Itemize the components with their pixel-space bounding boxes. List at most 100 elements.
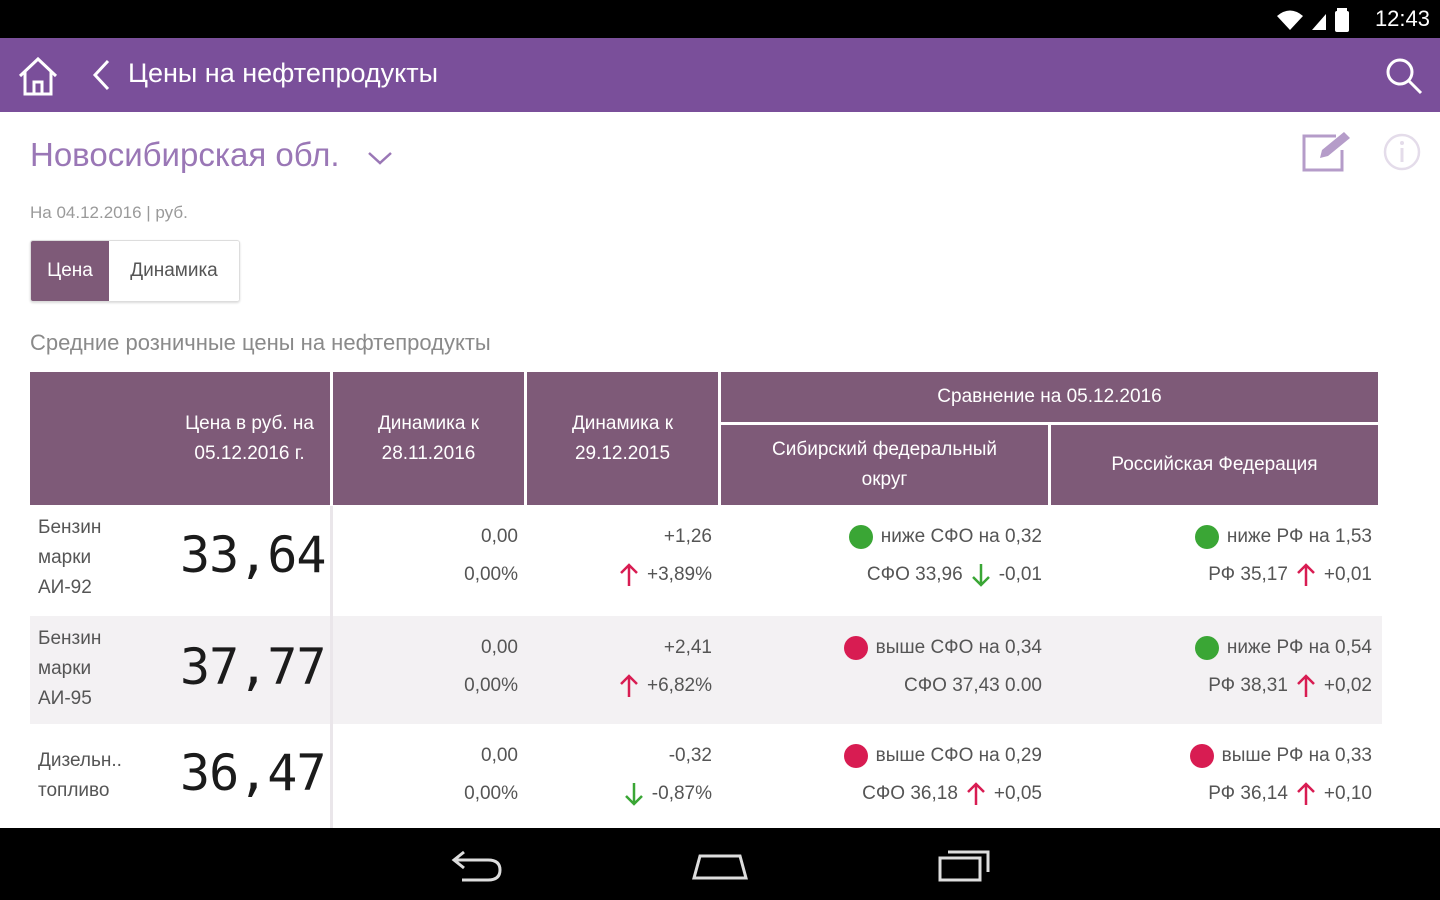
dyn-year-abs: +2,41: [663, 637, 712, 658]
status-dot-red: [843, 636, 868, 660]
arrow-up-icon: [1297, 563, 1315, 586]
sfo-change: -0,01: [998, 564, 1042, 585]
wifi-icon: [1277, 10, 1303, 30]
sfo-value-cell: СФО 36,18 +0,05: [730, 781, 1042, 807]
arrow-down-icon: [624, 783, 643, 806]
sfo-compare: ниже СФО на 0,32: [730, 525, 1042, 549]
status-dot-green: [1194, 525, 1219, 549]
dyn-week-abs: 0,00: [481, 745, 518, 766]
edit-icon[interactable]: [1300, 130, 1354, 174]
rf-compare: выше РФ на 0,33: [1060, 744, 1372, 768]
dyn-week-abs: 0,00: [481, 637, 518, 658]
table-row: [30, 616, 1382, 724]
arrow-up-icon: [620, 674, 638, 697]
region-selector[interactable]: Новосибирская обл.: [30, 136, 340, 173]
sfo-compare: выше СФО на 0,29: [730, 744, 1042, 768]
status-dot-green: [848, 525, 873, 549]
view-toggle: Цена Динамика: [30, 240, 240, 302]
dyn-week-pct: 0,00%: [464, 783, 518, 804]
sfo-compare-text: выше СФО на 0,34: [875, 637, 1042, 658]
sfo-compare-text: выше СФО на 0,29: [875, 745, 1042, 766]
info-icon[interactable]: [1382, 132, 1422, 172]
header-dyn-year: Динамика к 29.12.2015: [527, 372, 718, 505]
dyn-year-pct: +6,82%: [647, 675, 712, 696]
rf-change: +0,01: [1323, 564, 1372, 585]
header-compare: Сравнение на 05.12.2016: [721, 372, 1378, 422]
rf-value: РФ 36,14: [1208, 783, 1288, 804]
price-value: 37,77: [180, 638, 327, 696]
sfo-change: +0,05: [993, 783, 1042, 804]
header-price-line1: Цена в руб. на: [185, 412, 314, 434]
fuel-name: Дизельн.. топливо: [38, 750, 122, 801]
arrow-up-icon: [1297, 782, 1315, 805]
app-title: Цены на нефтепродукты: [128, 58, 439, 88]
header-sfo-line2: округ: [861, 469, 908, 490]
dyn-week-pct: 0,00%: [464, 675, 518, 696]
home-icon[interactable]: [16, 54, 60, 98]
rf-compare-text: ниже РФ на 0,54: [1226, 637, 1372, 658]
rf-value-cell: РФ 35,17 +0,01: [1060, 562, 1372, 588]
status-bar: 12:43: [0, 0, 1440, 38]
header-dyn-week-line2: 28.11.2016: [381, 442, 476, 464]
status-dot-red: [1189, 744, 1214, 768]
battery-icon: [1335, 8, 1349, 32]
rf-change: +0,10: [1323, 783, 1372, 804]
chevron-down-icon[interactable]: [366, 148, 394, 168]
header-rf: Российская Федерация: [1051, 425, 1378, 505]
home-nav-icon[interactable]: [690, 842, 750, 886]
header-price: Цена в руб. на 05.12.2016 г.: [30, 372, 330, 505]
dyn-year-abs: -0,32: [668, 745, 712, 766]
dyn-week-abs: 0,00: [481, 526, 518, 547]
rf-compare-text: выше РФ на 0,33: [1221, 745, 1372, 766]
sfo-value: СФО 33,96: [866, 564, 963, 585]
dyn-year-pct: +3,89%: [647, 564, 712, 585]
rf-change: +0,02: [1323, 675, 1372, 696]
system-nav-bar: [0, 828, 1440, 900]
recents-nav-icon[interactable]: [934, 842, 994, 886]
tab-price[interactable]: Цена: [31, 241, 109, 301]
header-price-line2: 05.12.2016 г.: [194, 442, 305, 464]
dyn-year-pct-cell: +3,89%: [530, 562, 712, 588]
column-divider: [330, 506, 333, 828]
header-dyn-year-line2: 29.12.2015: [574, 442, 671, 464]
status-dot-green: [1194, 636, 1219, 660]
rf-value: РФ 38,31: [1208, 675, 1288, 696]
rf-value-cell: РФ 38,31 +0,02: [1060, 673, 1372, 699]
fuel-name: Бензин марки АИ-95: [38, 628, 102, 709]
dyn-week-pct: 0,00%: [464, 564, 518, 585]
header-sfo: Сибирский федеральный округ: [721, 425, 1048, 505]
back-icon[interactable]: [90, 58, 114, 92]
header-dyn-week-line1: Динамика к: [377, 412, 480, 434]
tab-dynamics[interactable]: Динамика: [109, 241, 239, 301]
arrow-up-icon: [620, 563, 638, 586]
search-icon[interactable]: [1384, 56, 1424, 96]
arrow-down-icon: [971, 564, 990, 587]
header-rf-label: Российская Федерация: [1111, 454, 1318, 475]
rf-value: РФ 35,17: [1208, 564, 1288, 585]
signal-icon: [1312, 14, 1326, 30]
table-title: Средние розничные цены на нефтепродукты: [30, 330, 491, 355]
rf-compare: ниже РФ на 0,54: [1060, 636, 1372, 660]
sfo-value-cell: СФО 37,43 0.00: [730, 675, 1042, 697]
price-value: 33,64: [180, 526, 327, 584]
dyn-year-pct-cell: +6,82%: [530, 673, 712, 699]
fuel-name: Бензин марки АИ-92: [38, 517, 102, 598]
header-sfo-line1: Сибирский федеральный: [771, 439, 998, 460]
status-dot-red: [843, 744, 868, 768]
arrow-up-icon: [967, 782, 985, 805]
header-dyn-year-line1: Динамика к: [571, 412, 674, 434]
rf-value-cell: РФ 36,14 +0,10: [1060, 781, 1372, 807]
dyn-year-pct-cell: -0,87%: [530, 781, 712, 807]
dyn-year-pct: -0,87%: [651, 783, 712, 804]
rf-compare-text: ниже РФ на 1,53: [1226, 526, 1372, 547]
app-bar: Цены на нефтепродукты: [0, 38, 1440, 112]
status-icons: [1276, 7, 1350, 33]
sfo-value-cell: СФО 33,96 -0,01: [730, 562, 1042, 588]
sfo-value: СФО 36,18: [862, 783, 958, 804]
back-nav-icon[interactable]: [448, 842, 508, 886]
rf-compare: ниже РФ на 1,53: [1060, 525, 1372, 549]
header-dyn-week: Динамика к 28.11.2016: [333, 372, 524, 505]
sfo-value: СФО 37,43 0.00: [903, 675, 1042, 696]
arrow-up-icon: [1297, 674, 1315, 697]
sfo-compare-text: ниже СФО на 0,32: [880, 526, 1042, 547]
